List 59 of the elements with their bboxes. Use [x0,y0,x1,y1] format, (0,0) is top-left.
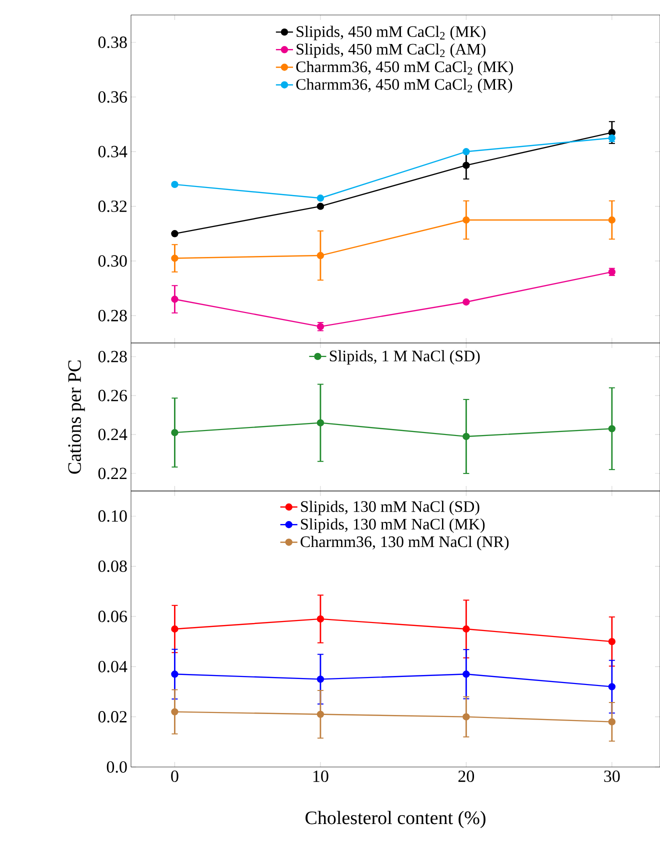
point [608,128,616,136]
y-axis-title: Cations per PC [68,360,85,474]
y-tick-label: 0.36 [98,91,127,103]
y-tick-label: 0.28 [98,310,127,322]
y-tick-label: 0.30 [98,255,127,267]
point [462,670,470,678]
x-tick-label: 0 [171,770,178,782]
legend-label: Slipids, 450 mM CaCl$_{2}$ (AM) [296,43,486,58]
legend-label: Charmm36, 130 mM NaCl (NR) [300,536,509,550]
legend-label: Slipids, 130 mM NaCl (SD) [300,500,480,516]
point [171,428,178,436]
y-tick-label: 0.34 [98,146,128,158]
point [171,708,178,716]
point [462,216,470,224]
point [316,615,324,623]
y-tick-label: 0.08 [98,560,127,572]
y-tick-label: 0.06 [98,610,127,622]
point [316,202,324,210]
point [171,230,178,238]
x-tick-label: 30 [604,770,620,782]
point [171,296,178,303]
point [462,432,470,440]
legend-label: Charmm36, 450 mM CaCl$_{2}$ (MR) [296,78,512,94]
point [316,419,324,426]
legend-label: Slipids, 450 mM CaCl$_{2}$ (MK) [296,26,486,40]
x-axis-title: Cholesterol content (%) [305,810,486,828]
x-tick-label: 10 [313,770,328,782]
point [608,638,616,646]
point [608,683,616,690]
point [316,252,324,260]
legend-label: Charmm36, 450 mM CaCl$_{2}$ (MK) [296,60,513,76]
y-tick-label: 0.22 [98,468,126,480]
legend-label: Slipids, 130 mM NaCl (MK) [300,518,485,533]
point [462,162,470,169]
point [462,298,470,306]
y-tick-label: 0.0 [106,761,127,773]
point [171,625,178,633]
x-tick-label: 20 [458,770,474,782]
point [316,676,324,683]
point [608,718,616,726]
point [316,194,324,202]
y-tick-label: 0.26 [98,390,127,402]
y-tick-label: 0.10 [98,510,127,522]
point [171,670,178,678]
point [462,148,470,156]
point [171,254,178,262]
legend-label: Slipids, 1 M NaCl (SD) [330,350,480,365]
point [171,180,178,188]
point [316,710,324,718]
y-tick-label: 0.02 [98,711,126,723]
y-tick-label: 0.24 [98,428,128,440]
point [608,425,616,432]
y-tick-label: 0.28 [98,350,127,362]
point [608,216,616,224]
y-tick-label: 0.04 [98,660,128,672]
y-tick-label: 0.38 [98,36,127,48]
y-tick-label: 0.32 [98,200,126,212]
point [462,713,470,720]
point [462,625,470,633]
